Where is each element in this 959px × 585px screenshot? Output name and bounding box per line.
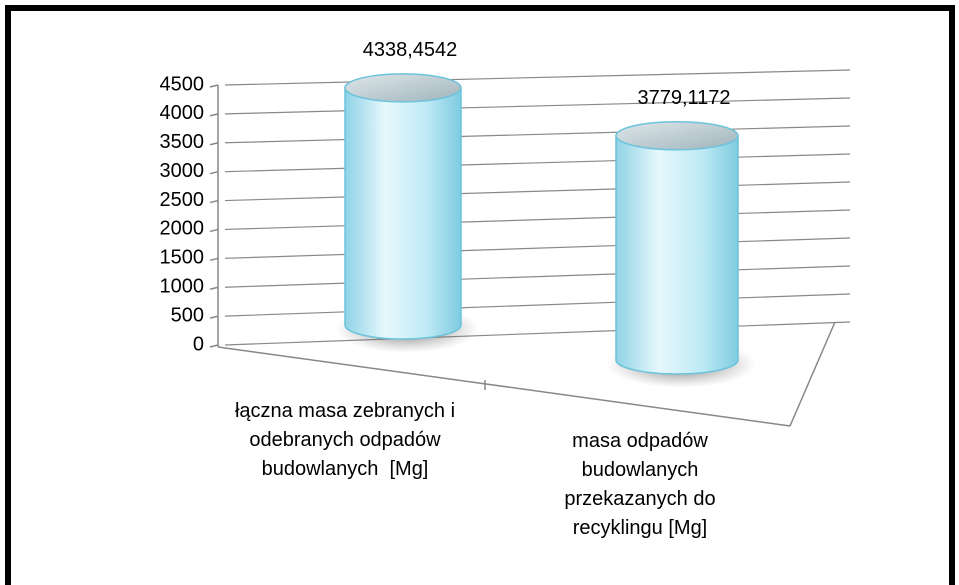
grid-line	[224, 125, 851, 144]
y-tick	[209, 170, 219, 175]
grid-line	[224, 293, 851, 317]
y-tick	[209, 344, 219, 348]
cylinder	[615, 135, 739, 375]
y-tick	[209, 142, 219, 146]
grid-line	[224, 181, 851, 202]
y-tick-label: 4500	[160, 73, 205, 95]
y-tick-label: 1000	[160, 276, 205, 298]
grid-line	[224, 97, 851, 115]
y-tick	[209, 84, 219, 88]
frame	[5, 5, 955, 585]
y-tick-label: 3000	[160, 160, 205, 182]
x-tick-label: łączna masa zebranych i odebranych odpad…	[234, 400, 461, 480]
y-tick	[209, 286, 219, 290]
floor-side	[789, 321, 836, 427]
x-tick-label: masa odpadów budowlanych przekazanych do…	[564, 430, 722, 539]
y-tick-label: 3500	[160, 131, 205, 153]
y-tick	[209, 257, 219, 262]
grid-line	[224, 69, 851, 86]
y-tick	[209, 199, 219, 204]
floor-front	[217, 346, 791, 427]
grid-line	[224, 209, 851, 231]
value-label: 4338,4542	[363, 39, 458, 61]
grid-line	[224, 153, 851, 173]
value-label: 3779,1172	[637, 87, 730, 109]
y-tick	[209, 228, 219, 233]
y-tick	[209, 113, 219, 117]
y-tick	[209, 315, 219, 319]
cylinder	[344, 87, 462, 340]
y-tick-label: 1500	[160, 247, 205, 269]
y-tick-label: 500	[171, 304, 204, 326]
y-tick-label: 2000	[160, 218, 205, 240]
grid-line	[224, 237, 851, 259]
grid-line	[224, 321, 851, 346]
y-tick-label: 2500	[160, 189, 205, 211]
y-tick-label: 4000	[160, 102, 205, 124]
cylinder-top	[344, 73, 462, 103]
y-tick-label: 0	[193, 333, 204, 355]
grid-line	[224, 265, 851, 288]
cylinder-top	[615, 121, 739, 151]
